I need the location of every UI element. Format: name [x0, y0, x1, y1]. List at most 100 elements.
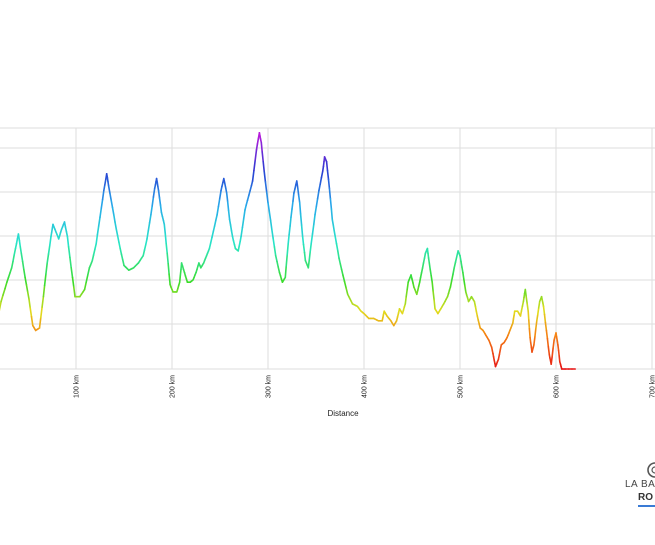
- elevation-segment: [552, 339, 555, 349]
- x-tick-label: 700 km: [650, 375, 655, 398]
- elevation-segment: [422, 257, 426, 264]
- elevation-segment: [277, 266, 281, 274]
- elevation-segment: [26, 291, 30, 300]
- elevation-segment: [297, 194, 301, 204]
- elevation-segment: [296, 187, 300, 197]
- elevation-segment: [292, 192, 295, 202]
- elevation-segment: [71, 276, 75, 288]
- elevation-segment: [212, 225, 216, 233]
- elevation-segment: [116, 234, 120, 243]
- logo-text-line1: LA BA: [625, 479, 655, 490]
- elevation-segment: [269, 219, 273, 230]
- elevation-segment: [253, 159, 256, 172]
- elevation-segment: [113, 214, 116, 223]
- elevation-segment: [251, 169, 255, 182]
- elevation-segment: [534, 327, 537, 338]
- elevation-segment: [114, 221, 118, 230]
- elevation-segment: [157, 189, 161, 199]
- elevation-segment: [285, 254, 289, 268]
- elevation-segment: [30, 315, 34, 327]
- elevation-segment: [152, 187, 156, 198]
- elevation-segment: [145, 238, 148, 246]
- elevation-segment: [331, 218, 335, 226]
- elevation-segment: [286, 242, 290, 256]
- elevation-segment: [168, 273, 171, 286]
- elevation-segment: [4, 281, 8, 290]
- elevation-segment: [256, 137, 260, 145]
- elevation-segment: [291, 200, 294, 210]
- elevation-segment: [260, 141, 264, 153]
- elevation-segment: [268, 210, 272, 222]
- elevation-segment: [431, 281, 434, 292]
- elevation-segment: [327, 178, 331, 190]
- elevation-segment: [45, 262, 49, 276]
- elevation-segment: [325, 160, 329, 172]
- elevation-segment: [94, 242, 97, 251]
- elevation-segment: [224, 182, 227, 190]
- elevation-segment: [218, 189, 222, 200]
- elevation-segment: [289, 216, 292, 227]
- elevation-segment: [528, 327, 531, 339]
- elevation-segment: [543, 313, 547, 324]
- elevation-segment: [287, 234, 290, 245]
- elevation-segment: [299, 213, 303, 226]
- elevation-segment: [70, 266, 74, 279]
- elevation-segment: [334, 235, 338, 245]
- elevation-segment: [254, 148, 258, 161]
- elevation-segment: [261, 151, 265, 163]
- elevation-segment: [298, 201, 302, 215]
- elevation-segment: [426, 247, 429, 255]
- elevation-segment: [418, 276, 422, 284]
- elevation-segment: [345, 287, 349, 296]
- elevation-segment: [179, 268, 182, 277]
- elevation-segment: [427, 257, 431, 264]
- elevation-segment: [67, 246, 71, 259]
- elevation-segment: [333, 230, 337, 238]
- elevation-segment: [47, 244, 51, 255]
- elevation-segment: [318, 183, 322, 192]
- elevation-segment: [225, 187, 228, 194]
- elevation-segment: [15, 238, 19, 245]
- elevation-segment: [308, 250, 312, 261]
- elevation-segment: [91, 254, 95, 262]
- elevation-segment: [2, 287, 6, 296]
- elevation-segment: [226, 201, 230, 212]
- logo-text-line2: RO: [638, 492, 653, 503]
- elevation-segment: [535, 313, 539, 322]
- elevation-segment: [118, 241, 121, 250]
- elevation-segment: [449, 279, 453, 288]
- elevation-segment: [166, 252, 169, 265]
- elevation-segment: [109, 192, 112, 202]
- elevation-segment: [0, 300, 2, 309]
- elevation-segment: [328, 187, 332, 200]
- elevation-segment: [462, 271, 465, 280]
- elevation-segment: [164, 233, 167, 245]
- elevation-segment: [28, 298, 32, 309]
- elevation-segment: [537, 300, 541, 309]
- elevation-segment: [121, 258, 125, 267]
- elevation-segment: [551, 347, 554, 357]
- elevation-segment: [336, 250, 340, 259]
- elevation-segment: [248, 189, 251, 197]
- elevation-segment: [240, 226, 244, 238]
- elevation-segment: [6, 276, 10, 284]
- elevation-segment: [276, 260, 280, 268]
- elevation-segment: [64, 226, 68, 233]
- brand-logo: LA BA RO: [621, 455, 655, 511]
- x-tick-labels: 100 km 200 km 300 km 400 km 500 km 600 km 700 …: [74, 375, 655, 398]
- elevation-segment: [454, 255, 458, 264]
- elevation-segment: [119, 247, 123, 255]
- elevation-segment: [312, 214, 316, 226]
- elevation-segment: [120, 253, 124, 261]
- elevation-segment: [545, 329, 549, 340]
- elevation-segment: [453, 261, 457, 269]
- elevation-segment: [452, 266, 456, 276]
- elevation-segment: [165, 242, 168, 255]
- elevation-segment: [557, 349, 561, 357]
- elevation-segment: [520, 305, 524, 313]
- elevation-segment: [158, 197, 162, 206]
- elevation-segment: [209, 236, 213, 244]
- elevation-segment: [300, 224, 304, 238]
- elevation-segment: [314, 205, 318, 216]
- elevation-segment: [461, 266, 464, 274]
